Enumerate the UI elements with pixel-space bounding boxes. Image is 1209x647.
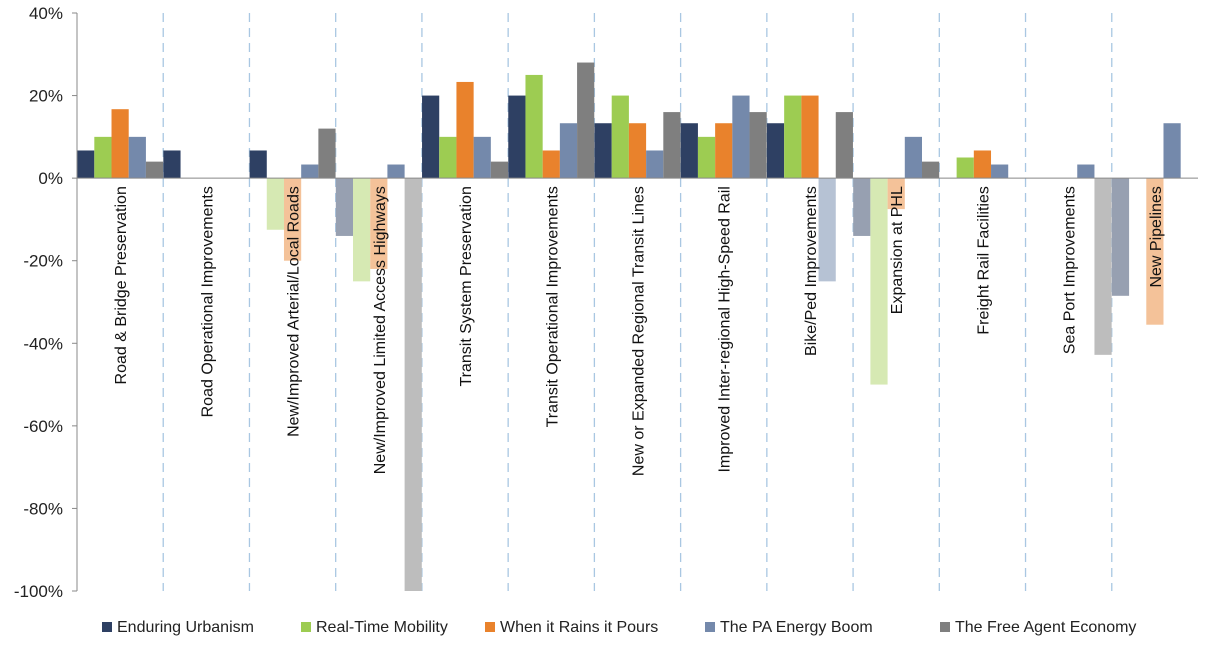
legend-swatch — [940, 622, 950, 632]
bar-real-time-mobility — [525, 74, 543, 179]
bar-the-pa-energy-boom — [904, 136, 922, 179]
category-label: Freight Rail Facilities — [975, 186, 992, 334]
y-tick-labels: -100% -80% -60% -40% -20% 0% 20% 40% — [14, 4, 63, 601]
bar-when-it-rains-it-pours — [973, 150, 992, 179]
bar-the-pa-energy-boom — [301, 164, 319, 179]
bar-the-free-agent-economy — [577, 62, 595, 179]
bars — [77, 62, 1181, 591]
bar-enduring-urbanism — [249, 150, 267, 179]
bar-the-free-agent-economy — [835, 112, 853, 179]
bar-the-pa-energy-boom — [1077, 164, 1095, 179]
bar-the-pa-energy-boom — [732, 95, 750, 179]
y-tick-label: 0% — [38, 169, 63, 188]
y-tick-label: -60% — [23, 417, 63, 436]
category-label: Expansion at PHL — [889, 186, 906, 314]
bar-real-time-mobility — [439, 136, 457, 179]
category-label: Transit Operational Improvements — [544, 186, 561, 427]
bar-real-time-mobility — [956, 157, 974, 179]
category-separators — [162, 13, 1113, 591]
bar-enduring-urbanism — [508, 95, 526, 179]
legend-label: Enduring Urbanism — [117, 619, 254, 636]
category-label: New/Improved Arterial/Local Roads — [286, 186, 303, 437]
category-label: Sea Port Improvements — [1062, 186, 1079, 354]
bar-enduring-urbanism — [335, 178, 354, 236]
bar-enduring-urbanism — [77, 150, 95, 179]
bar-the-free-agent-economy — [663, 112, 681, 179]
category-label: New/Improved Limited Access Highways — [372, 186, 389, 474]
bar-real-time-mobility — [697, 136, 716, 179]
bar-the-pa-energy-boom — [387, 164, 405, 179]
legend-swatch — [705, 622, 715, 632]
bar-when-it-rains-it-pours — [628, 123, 647, 179]
y-tick-label: 20% — [29, 87, 63, 106]
bar-enduring-urbanism — [422, 95, 440, 179]
legend-swatch — [301, 622, 311, 632]
legend-swatch — [485, 622, 495, 632]
legend-label: The PA Energy Boom — [720, 619, 873, 636]
bar-the-pa-energy-boom — [646, 150, 664, 179]
legend-label: Real-Time Mobility — [316, 619, 448, 636]
bar-when-it-rains-it-pours — [370, 178, 388, 269]
y-tick-label: -40% — [23, 334, 63, 353]
bar-the-free-agent-economy — [404, 178, 422, 591]
category-label: New Pipelines — [1148, 186, 1165, 287]
bar-when-it-rains-it-pours — [111, 109, 129, 179]
legend-label: When it Rains it Pours — [500, 619, 658, 636]
bar-the-free-agent-economy — [145, 161, 164, 179]
bar-when-it-rains-it-pours — [1146, 178, 1164, 325]
bar-real-time-mobility — [266, 178, 284, 230]
y-tick-label: -20% — [23, 252, 63, 271]
category-labels: Road & Bridge Preservation Road Operation… — [113, 186, 1165, 476]
bar-when-it-rains-it-pours — [801, 95, 819, 179]
bar-when-it-rains-it-pours — [542, 150, 560, 179]
bar-the-pa-energy-boom — [991, 164, 1009, 179]
bar-the-free-agent-economy — [1094, 178, 1112, 355]
bar-the-free-agent-economy — [921, 161, 940, 179]
bar-enduring-urbanism — [766, 123, 785, 179]
bar-enduring-urbanism — [163, 150, 181, 179]
bar-enduring-urbanism — [594, 123, 612, 179]
bar-real-time-mobility — [611, 95, 629, 179]
legend: Enduring Urbanism Real-Time Mobility When … — [102, 619, 1136, 636]
bar-enduring-urbanism — [1111, 178, 1130, 296]
category-label: Road & Bridge Preservation — [113, 186, 130, 384]
bar-the-pa-energy-boom — [473, 136, 491, 179]
bar-the-free-agent-economy — [749, 112, 767, 179]
bar-when-it-rains-it-pours — [456, 81, 474, 179]
bar-real-time-mobility — [94, 136, 112, 179]
bar-real-time-mobility — [353, 178, 371, 282]
bar-when-it-rains-it-pours — [715, 123, 733, 179]
y-tick-label: -100% — [14, 582, 63, 601]
bar-enduring-urbanism — [680, 123, 698, 179]
axes — [72, 12, 1198, 592]
category-label: Improved Inter-regional High-Speed Rail — [717, 186, 734, 472]
bar-the-pa-energy-boom — [1163, 123, 1181, 179]
bar-the-free-agent-economy — [490, 161, 509, 179]
bar-when-it-rains-it-pours — [887, 178, 905, 210]
bar-real-time-mobility — [870, 178, 888, 385]
bar-enduring-urbanism — [853, 178, 871, 236]
bar-the-pa-energy-boom — [818, 178, 836, 282]
category-label: Bike/Ped Improvements — [803, 186, 820, 356]
bar-real-time-mobility — [784, 95, 802, 179]
legend-swatch — [102, 622, 112, 632]
bar-the-pa-energy-boom — [559, 123, 578, 179]
bar-the-pa-energy-boom — [128, 136, 146, 179]
bar-when-it-rains-it-pours — [283, 178, 302, 261]
y-tick-label: -80% — [23, 499, 63, 518]
category-label: New or Expanded Regional Transit Lines — [631, 186, 648, 476]
y-tick-label: 40% — [29, 4, 63, 23]
category-label: Transit System Preservation — [458, 186, 475, 386]
bar-the-free-agent-economy — [318, 128, 336, 179]
category-label: Road Operational Improvements — [199, 186, 216, 417]
legend-label: The Free Agent Economy — [955, 619, 1136, 636]
